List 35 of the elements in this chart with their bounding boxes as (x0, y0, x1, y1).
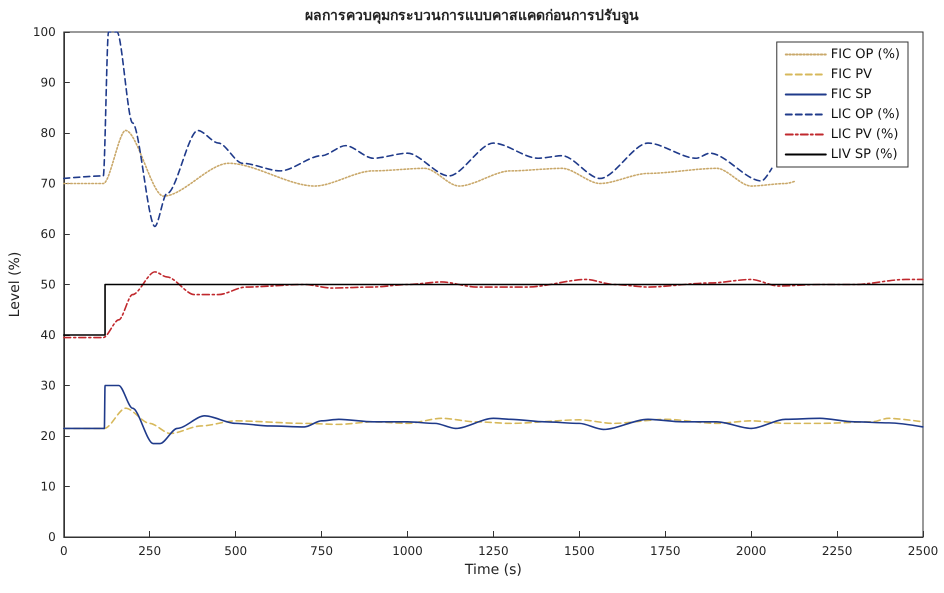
chart-title: ผลการควบคุมกระบวนการแบบคาสแคดก่อนการปรับจูน (305, 8, 639, 24)
y-tick-label: 30 (40, 378, 56, 392)
y-tick-label: 20 (40, 429, 56, 443)
legend-label: FIC SP (830, 87, 872, 102)
x-axis-title: Time (s) (464, 562, 522, 578)
line-series (63, 130, 797, 197)
y-axis-title: Level (%) (7, 252, 23, 318)
line-series (63, 384, 924, 444)
y-tick-label: 60 (40, 227, 56, 241)
y-tick-label: 100 (32, 25, 56, 39)
y-tick-label: 80 (40, 126, 56, 140)
y-tick-label: 90 (40, 76, 56, 90)
x-tick-label: 750 (310, 544, 334, 558)
x-tick-label: 1250 (478, 544, 509, 558)
y-tick-label: 40 (40, 328, 56, 342)
x-tick-label: 250 (138, 544, 162, 558)
x-tick-label: 1000 (392, 544, 423, 558)
y-tick-label: 10 (40, 480, 56, 494)
x-tick-label: 0 (60, 544, 68, 558)
legend-label: FIC PV (830, 67, 872, 82)
line-series (63, 271, 924, 338)
line-series (63, 31, 773, 228)
legend-label: LIV SP (%) (830, 147, 898, 162)
x-tick-label: 1500 (564, 544, 595, 558)
x-tick-label: 500 (224, 544, 248, 558)
x-tick-label: 2500 (908, 544, 938, 558)
legend-label: FIC OP (%) (830, 47, 900, 62)
x-tick-label: 2000 (736, 544, 766, 558)
x-tick-label: 2250 (822, 544, 852, 558)
legend-label: LIC PV (%) (830, 127, 898, 142)
y-tick-label: 50 (40, 278, 56, 292)
x-tick-label: 1750 (650, 544, 681, 558)
legend-label: LIC OP (%) (830, 107, 900, 122)
y-tick-label: 0 (48, 530, 56, 544)
y-tick-label: 70 (40, 176, 56, 190)
